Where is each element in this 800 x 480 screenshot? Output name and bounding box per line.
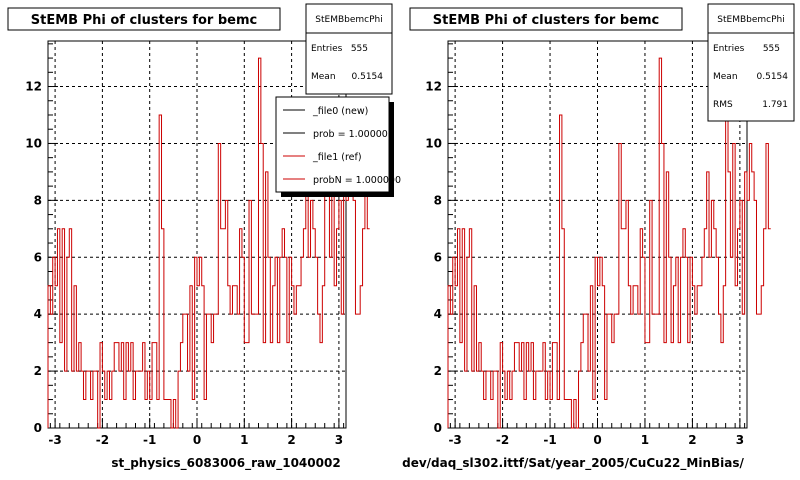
left-stats-mean-label: Mean: [311, 72, 336, 82]
left-x-tick-label: 0: [193, 433, 201, 447]
right-histogram-series: [447, 57, 771, 429]
right-stats-entries-label: Entries: [713, 44, 745, 54]
left-x-tick-label: 1: [240, 433, 248, 447]
right-y-tick-label: 4: [434, 307, 442, 321]
legend-entry-file1: _file1 (ref): [312, 152, 362, 163]
right-pad: StEMB Phi of clusters for bemc -3 -2 -1 0 1 2…: [402, 3, 795, 471]
legend-entry-file0: _file0 (new): [312, 106, 368, 117]
right-y-tick-label: 6: [434, 250, 442, 264]
left-y-tick-label: 10: [25, 136, 42, 150]
left-legend: _file0 (new) prob = 1.000000 _file1 (ref…: [275, 96, 401, 197]
right-y-tick-label: 12: [425, 80, 442, 94]
left-y-tick-label: 4: [34, 307, 42, 321]
right-y-tick-label: 0: [434, 421, 442, 435]
left-y-tick-label: 0: [34, 421, 42, 435]
right-x-tick-label: -1: [543, 433, 556, 447]
left-x-tick-label: 2: [287, 433, 295, 447]
right-x-tick-label: 0: [593, 433, 601, 447]
right-stats-rms-value: 1.791: [762, 100, 788, 110]
left-x-tick-label: -1: [143, 433, 156, 447]
right-x-tick-label: -3: [448, 433, 461, 447]
left-stats-entries-value: 555: [351, 44, 368, 54]
right-stats-mean-value: 0.5154: [757, 72, 789, 82]
right-stats-mean-label: Mean: [713, 72, 738, 82]
right-stats-entries-value: 555: [763, 44, 780, 54]
left-histogram-series: [47, 57, 370, 429]
left-y-tick-label: 8: [34, 193, 42, 207]
right-title: StEMB Phi of clusters for bemc: [433, 13, 659, 28]
right-x-tick-label: 2: [688, 433, 696, 447]
left-x-tick-label: 3: [335, 433, 343, 447]
left-stats-mean-value: 0.5154: [352, 72, 384, 82]
left-stats-box: StEMBbemcPhi Entries 555 Mean 0.5154: [305, 3, 393, 95]
right-stats-box: StEMBbemcPhi Entries 555 Mean 0.5154 RMS…: [707, 3, 795, 122]
left-y-tick-label: 12: [25, 80, 42, 94]
left-y-tick-label: 6: [34, 250, 42, 264]
right-y-tick-label: 8: [434, 193, 442, 207]
right-x-tick-label: 3: [736, 433, 744, 447]
right-x-axis-label: dev/daq_sl302.ittf/Sat/year_2005/CuCu22_…: [402, 456, 744, 471]
left-x-axis-label: st_physics_6083006_raw_1040002: [111, 456, 340, 471]
left-x-tick-label: -2: [96, 433, 109, 447]
left-stats-name: StEMBbemcPhi: [315, 15, 382, 25]
legend-entry-prob: prob = 1.000000: [313, 129, 394, 140]
right-y-tick-label: 2: [434, 364, 442, 378]
left-stats-entries-label: Entries: [311, 44, 343, 54]
right-stats-rms-label: RMS: [713, 100, 733, 110]
legend-entry-probn: probN = 1.000000: [313, 175, 401, 186]
left-pad: StEMB Phi of clusters for bemc -3 -2 -1 0 1 2…: [7, 3, 401, 471]
left-x-tick-label: -3: [48, 433, 61, 447]
right-stats-name: StEMBbemcPhi: [717, 15, 784, 25]
right-x-tick-label: -2: [496, 433, 509, 447]
right-y-tick-label: 10: [425, 136, 442, 150]
left-title: StEMB Phi of clusters for bemc: [31, 13, 257, 28]
left-y-tick-label: 2: [34, 364, 42, 378]
right-x-tick-label: 1: [641, 433, 649, 447]
right-title-box: StEMB Phi of clusters for bemc: [409, 7, 683, 31]
left-title-box: StEMB Phi of clusters for bemc: [7, 7, 281, 31]
